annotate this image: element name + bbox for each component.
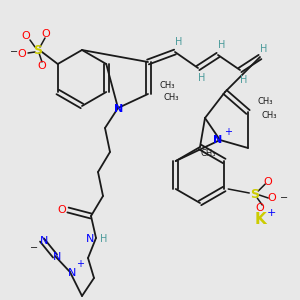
- Text: N: N: [86, 234, 94, 244]
- Text: +: +: [76, 259, 84, 269]
- Text: N: N: [53, 252, 61, 262]
- Text: H: H: [240, 75, 248, 85]
- Text: K: K: [254, 212, 266, 227]
- Text: −: −: [30, 243, 38, 253]
- Text: −: −: [10, 47, 18, 57]
- Text: CH₃: CH₃: [262, 112, 278, 121]
- Text: +: +: [224, 127, 232, 137]
- Text: −: −: [280, 193, 288, 203]
- Text: S: S: [34, 44, 43, 56]
- Text: O: O: [18, 49, 26, 59]
- Text: O: O: [22, 31, 30, 41]
- Text: H: H: [218, 40, 226, 50]
- Text: O: O: [256, 203, 265, 213]
- Text: CH₃: CH₃: [258, 98, 274, 106]
- Text: H: H: [100, 234, 108, 244]
- Text: O: O: [58, 205, 66, 215]
- Text: N: N: [114, 104, 124, 114]
- Text: H: H: [175, 37, 183, 47]
- Text: CH₃: CH₃: [160, 82, 176, 91]
- Text: O: O: [264, 177, 273, 187]
- Text: H: H: [260, 44, 268, 54]
- Text: S: S: [250, 188, 259, 200]
- Text: CH₃: CH₃: [164, 94, 179, 103]
- Text: CH₃: CH₃: [200, 149, 216, 158]
- Text: O: O: [42, 29, 50, 39]
- Text: +: +: [266, 208, 276, 218]
- Text: N: N: [68, 268, 76, 278]
- Text: H: H: [198, 73, 206, 83]
- Text: N: N: [213, 135, 223, 145]
- Text: O: O: [38, 61, 46, 71]
- Text: N: N: [40, 236, 48, 246]
- Text: O: O: [268, 193, 277, 203]
